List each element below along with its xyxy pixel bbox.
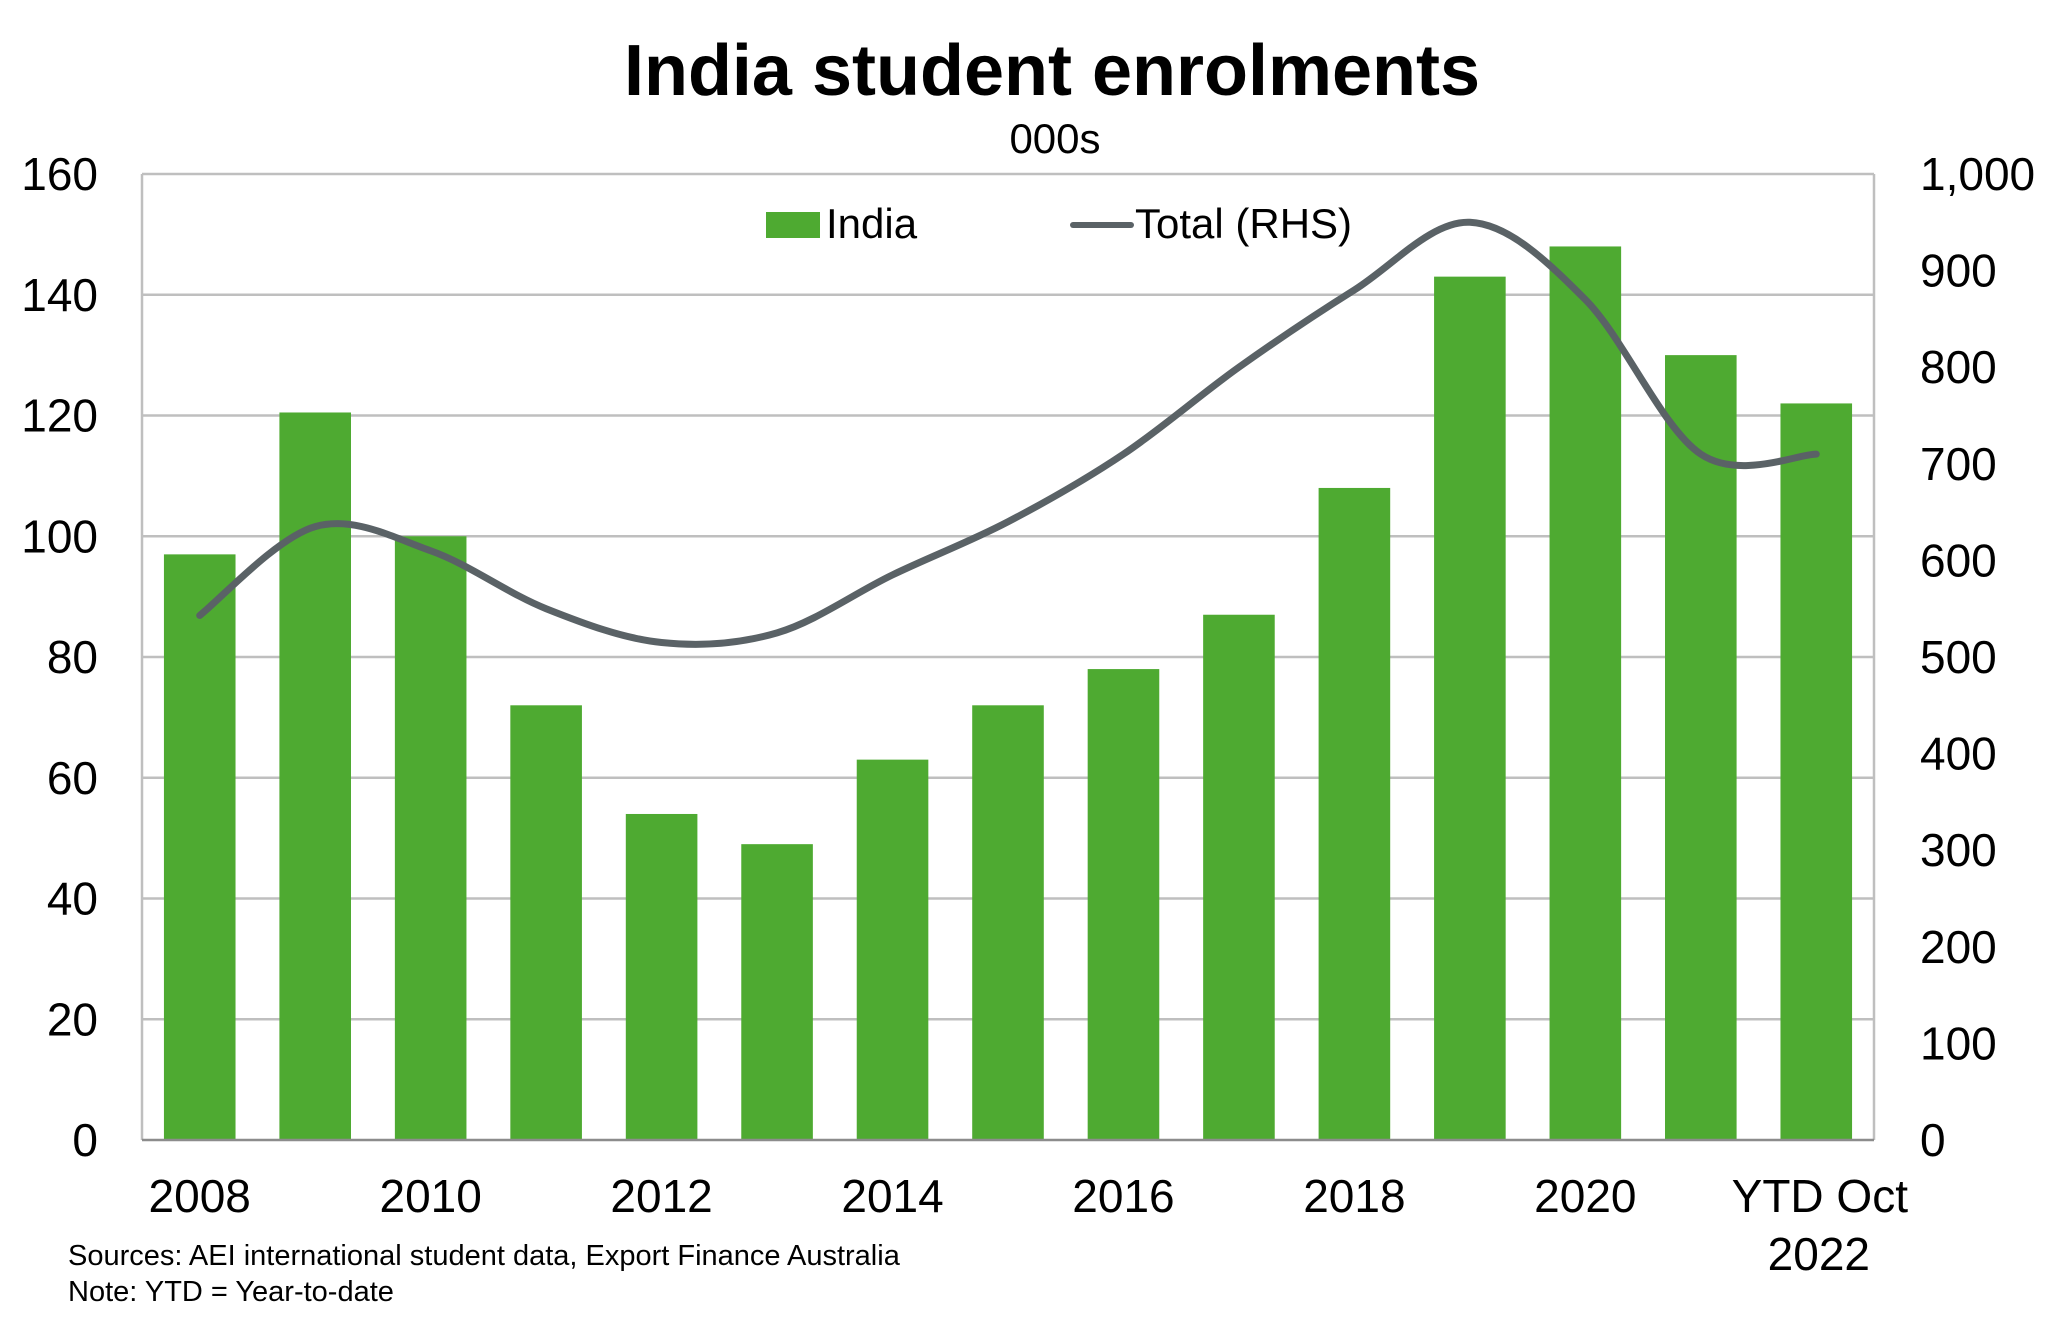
legend-label-india: India [826,200,918,247]
india-bars [163,246,1853,1140]
x-tick-label-line: 2014 [841,1170,943,1222]
y-right-tick-label: 500 [1920,631,1997,683]
y-right-tick-label: 1,000 [1920,148,2035,200]
x-tick-label-line: 2016 [1072,1170,1174,1222]
y-right-tick-label: 900 [1920,245,1997,297]
x-tick-label: 2012 [610,1170,712,1222]
point-total-2008 [199,614,201,616]
y-right-tick-label: 600 [1920,534,1997,586]
x-tick-label: 2018 [1303,1170,1405,1222]
bar-india-2014 [856,759,929,1140]
point-total-2009 [314,526,316,528]
legend-swatch-india [766,212,820,238]
point-total-2013 [776,632,778,634]
bar-india-2017 [1203,614,1275,1140]
y-left-tick-label: 40 [47,873,98,925]
y-left-tick-label: 80 [47,631,98,683]
bar-india-2015 [972,705,1044,1140]
bar-india-2011 [510,705,582,1140]
x-tick-label-line: 2008 [149,1170,251,1222]
y-right-tick-label: 800 [1920,341,1997,393]
point-total-2012 [661,642,663,644]
bar-india-2016 [1087,669,1160,1140]
y-left-tick-label: 100 [21,510,98,562]
point-total-2016 [1122,453,1124,455]
legend-label-total: Total (RHS) [1135,200,1352,247]
x-tick-label: YTD Oct 2022 [1732,1170,1909,1280]
legend: India Total (RHS) [766,200,1352,247]
y-left-tick-label: 160 [21,148,98,200]
point-total-2020 [1584,299,1586,301]
point-total-2021 [1700,453,1702,455]
x-tick-label-line: YTD Oct [1732,1170,1909,1222]
x-tick-label: 2014 [841,1170,943,1222]
bar-india-ytd-oct-2022 [1780,403,1853,1140]
ytd-note: Note: YTD = Year-to-date [68,1276,394,1308]
x-tick-label-line: 2022 [1768,1228,1870,1280]
x-tick-label: 2020 [1534,1170,1636,1222]
y-right-tick-label: 0 [1920,1114,1946,1166]
y-right-tick-label: 100 [1920,1017,1997,1069]
bar-india-2019 [1434,276,1506,1140]
total-line-group [196,218,1820,648]
point-total-2011 [545,608,547,610]
bar-india-2018 [1318,487,1391,1140]
bar-india-2012 [625,813,698,1140]
y-left-tick-label: 120 [21,390,98,442]
chart-title: India student enrolments [624,31,1480,111]
y-left-tick-label: 140 [21,269,98,321]
x-tick-label: 2016 [1072,1170,1174,1222]
y-right-tick-label: 400 [1920,728,1997,780]
x-tick-label-line: 2010 [379,1170,481,1222]
bar-india-2008 [163,554,236,1140]
x-tick-label-line: 2012 [610,1170,712,1222]
x-tick-label: 2010 [379,1170,481,1222]
chart-subtitle: 000s [1009,115,1100,162]
y-left-tick-label: 0 [72,1114,98,1166]
x-tick-label: 2008 [149,1170,251,1222]
point-total-2014 [892,574,894,576]
sources-note: Sources: AEI international student data,… [68,1240,901,1272]
y-right-tick-label: 300 [1920,824,1997,876]
y-left-tick-label: 60 [47,752,98,804]
point-total-2015 [1007,521,1009,523]
y-right-tick-label: 700 [1920,438,1997,490]
axes: 0 20 40 60 80 100 120 140 160 0 100 200 300 400 500 600… [21,148,2035,1280]
bar-india-2010 [394,536,467,1140]
point-total-2018 [1353,289,1355,291]
x-tick-label-line: 2018 [1303,1170,1405,1222]
point-total-ytd-oct-2022 [1815,453,1817,455]
bar-india-2020 [1549,246,1622,1140]
x-tick-label-line: 2020 [1534,1170,1636,1222]
point-total-2017 [1238,366,1240,368]
bar-india-2009 [279,412,351,1140]
line-total [196,218,1820,648]
y-left-tick-label: 20 [47,993,98,1045]
bar-india-2013 [741,844,813,1140]
bar-india-2021 [1665,355,1737,1140]
point-total-2010 [430,550,432,552]
point-total-2019 [1469,221,1471,223]
y-right-tick-label: 200 [1920,921,1997,973]
